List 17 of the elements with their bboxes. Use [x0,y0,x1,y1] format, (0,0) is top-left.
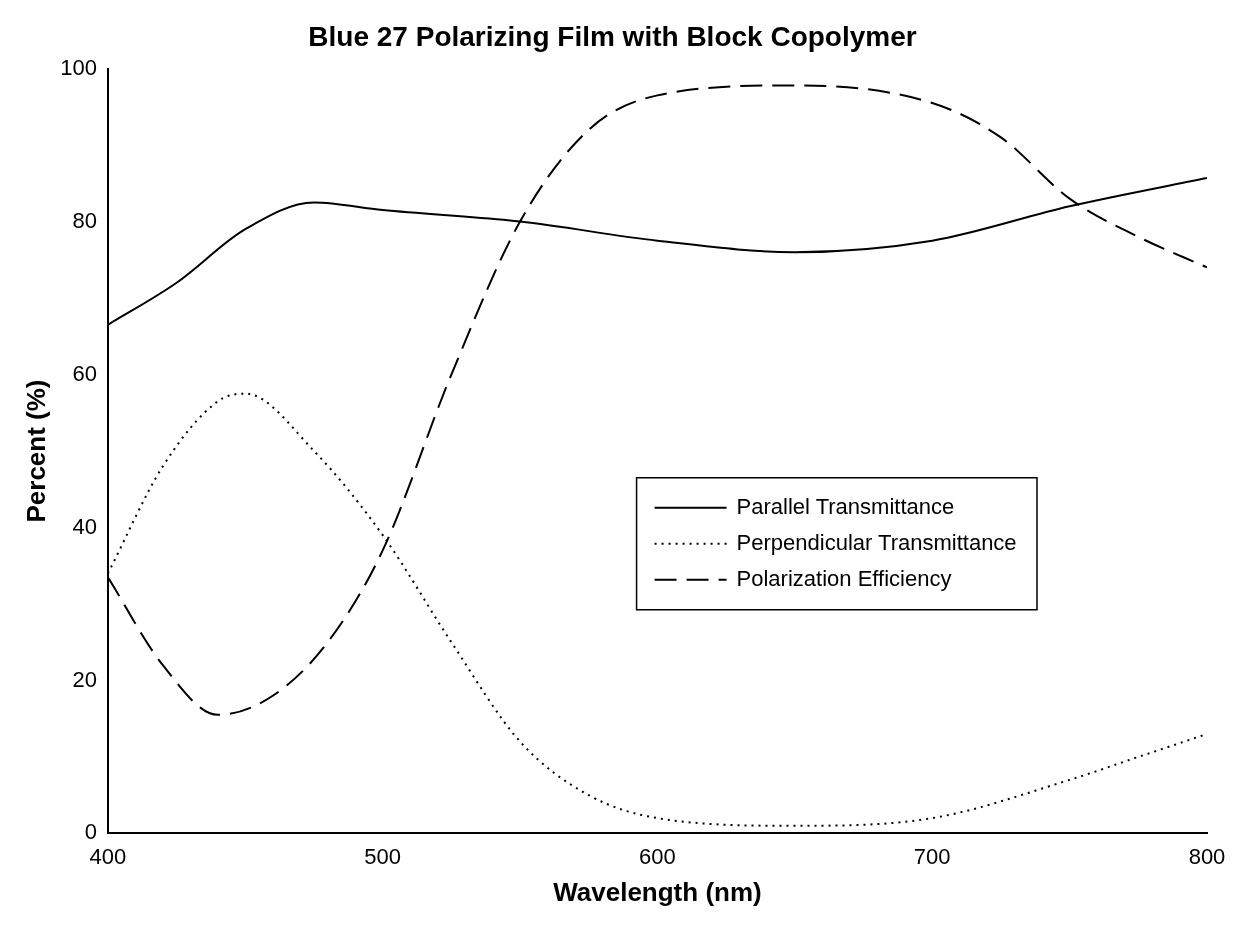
y-tick-label: 20 [72,666,97,692]
legend-label: Parallel Transmittance [736,493,955,519]
x-tick-label: 700 [913,843,951,869]
legend-label: Perpendicular Transmittance [736,529,1017,555]
x-tick-label: 800 [1188,843,1226,869]
x-axis-title: Wavelength (nm) [553,876,762,907]
y-tick-label: 100 [60,54,97,80]
chart-title: Blue 27 Polarizing Film with Block Copolymer [308,20,917,52]
legend-label: Polarization Efficiency [736,565,952,591]
x-tick-label: 500 [364,843,402,869]
y-tick-label: 40 [72,513,97,539]
y-tick-label: 0 [84,819,97,845]
y-axis-title: Percent (%) [20,379,51,523]
x-tick-label: 600 [639,843,676,869]
y-tick-label: 80 [72,207,97,233]
y-tick-label: 60 [72,360,97,386]
x-tick-label: 400 [89,843,127,869]
